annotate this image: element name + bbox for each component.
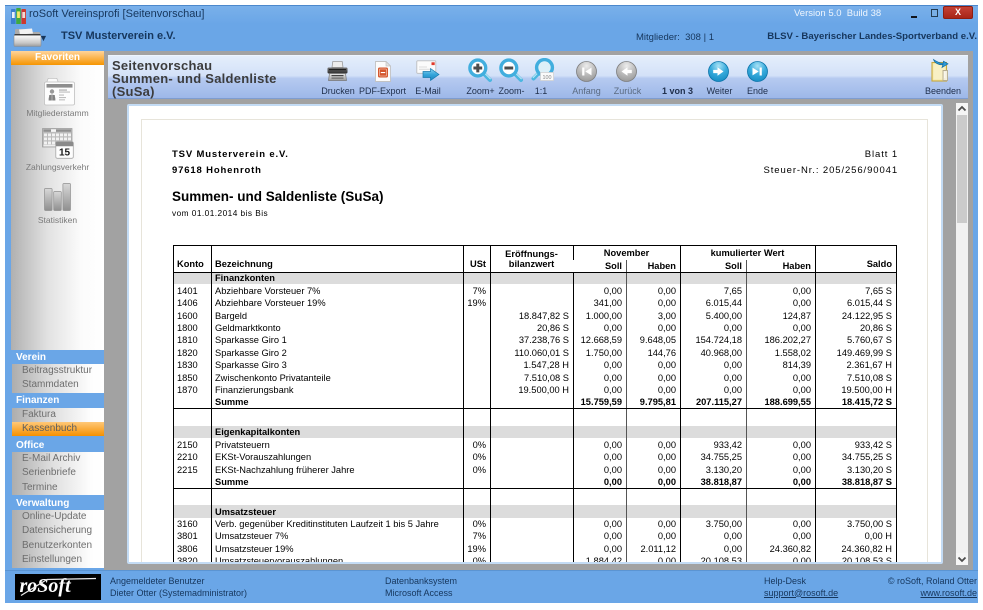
svg-text:15: 15 bbox=[59, 147, 71, 158]
svg-text:100: 100 bbox=[543, 75, 552, 81]
